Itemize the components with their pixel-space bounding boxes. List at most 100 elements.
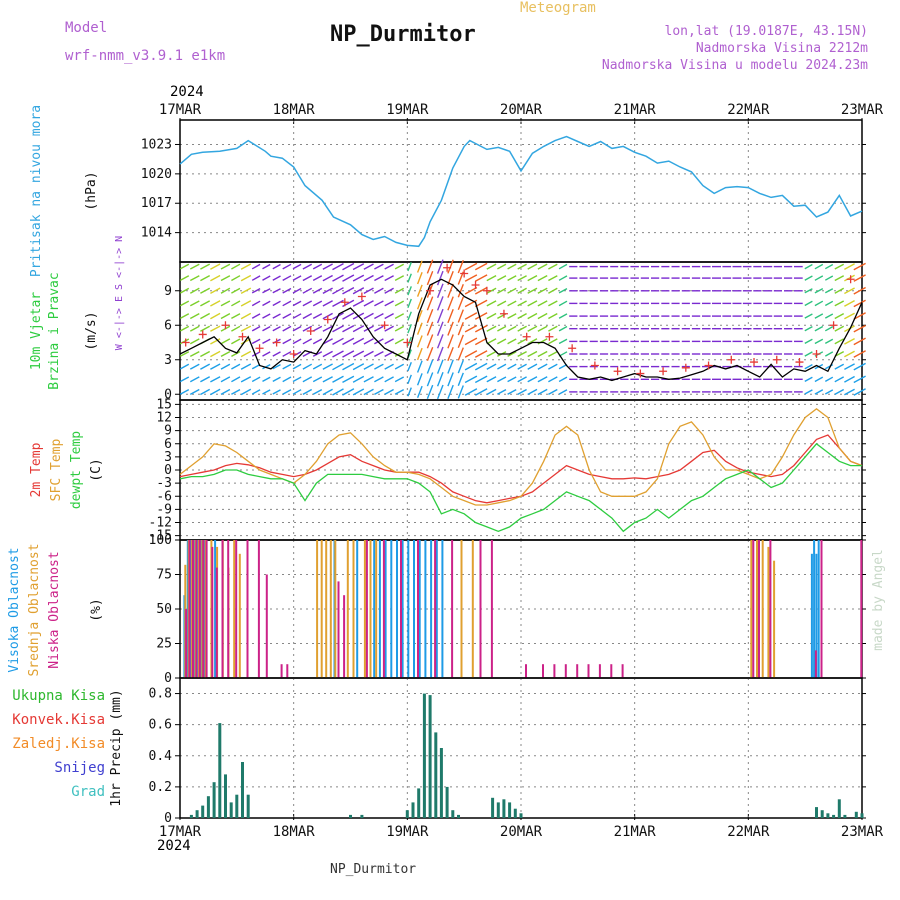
- wind-arrow: [322, 300, 333, 307]
- wind-arrow: [292, 313, 302, 319]
- wind-arrow: [474, 362, 488, 371]
- wind-arrow: [844, 363, 855, 371]
- wind-arrow: [457, 372, 464, 386]
- wind-arrow: [457, 259, 464, 274]
- wind-arrow: [231, 275, 241, 282]
- temp-2m-axis-label: 2m Temp: [29, 442, 44, 497]
- cloud-low-bar: [490, 540, 493, 678]
- wind-arrow: [189, 263, 200, 270]
- wind-arrow: [272, 389, 281, 395]
- cloud-high-bar: [430, 540, 433, 678]
- wind-arrow: [312, 376, 323, 383]
- wind-arrow: [352, 337, 365, 345]
- wind-arrow: [814, 313, 824, 319]
- wind-arrow: [464, 274, 478, 282]
- wind-arrow: [853, 362, 866, 371]
- wind-arrow: [179, 351, 190, 357]
- wind-arrow: [447, 346, 454, 362]
- wind-gust-marker: [460, 269, 469, 278]
- wind-arrow: [824, 300, 834, 307]
- cloud-high-bar: [373, 540, 376, 678]
- wind-arrow: [517, 275, 527, 282]
- wind-arrow: [292, 389, 302, 395]
- cloud-low-bar: [198, 540, 201, 678]
- legend-ukupna-kisa: Ukupna Kisa: [12, 688, 105, 704]
- cloud-high-bar: [817, 540, 820, 678]
- wind-gust-marker: [681, 363, 690, 372]
- wind-arrow: [394, 313, 405, 320]
- wind-arrow: [426, 359, 434, 374]
- x-tick-label-bottom: 18MAR: [273, 824, 316, 840]
- wind-arrow: [464, 299, 478, 308]
- cloud-low-bar: [257, 540, 260, 678]
- model-name: wrf-nmm_v3.9.1 e1km: [65, 48, 226, 64]
- cloud-low-bar: [598, 664, 601, 678]
- wind-arrow: [814, 263, 824, 270]
- wind-arrow: [312, 300, 323, 307]
- wind-arrow: [282, 275, 292, 282]
- wind-arrow: [416, 271, 423, 285]
- pressure-ytick-label: 1023: [141, 137, 172, 152]
- cloud-low-bar: [814, 650, 817, 678]
- wind-arrow: [342, 324, 355, 333]
- wind-arrow: [844, 388, 855, 396]
- temperature-ytick-label: -9: [156, 502, 172, 517]
- pressure-unit-label: (hPa): [84, 171, 99, 210]
- precip-ytick-label: 0.4: [149, 749, 173, 764]
- precip-bar: [405, 810, 409, 818]
- wind-arrow: [407, 286, 412, 296]
- wind-arrow: [292, 376, 302, 383]
- wind-arrow: [804, 363, 813, 370]
- wind-arrow: [374, 363, 384, 370]
- wind-arrow: [407, 324, 412, 334]
- precip-bar: [235, 794, 239, 818]
- precip-bar: [218, 723, 222, 818]
- wind-arrow: [312, 325, 323, 332]
- wind-arrow: [292, 263, 302, 270]
- wind-arrow: [537, 312, 548, 320]
- wind-axis-label-2: Brzina i Pravac: [47, 272, 62, 389]
- wind-arrow: [342, 262, 355, 271]
- wind-arrow: [200, 350, 211, 358]
- wind-arrow: [436, 296, 444, 311]
- x-tick-label-top: 17MAR: [159, 102, 202, 118]
- wind-arrow: [363, 274, 374, 282]
- wind-arrow: [834, 287, 845, 294]
- precip-bar: [417, 788, 421, 818]
- wind-arrow: [407, 311, 412, 321]
- wind-arrow: [352, 325, 365, 333]
- wind-arrow: [282, 363, 292, 370]
- cloud-mid-bar: [316, 540, 319, 678]
- wind-arrow: [292, 363, 302, 370]
- wind-arrow: [497, 300, 507, 307]
- footer-station: NP_Durmitor: [330, 862, 417, 877]
- wind-arrow: [804, 288, 813, 294]
- cloud-mid-axis-label: Srednja Oblacnost: [27, 543, 42, 676]
- precip-bar: [411, 802, 415, 818]
- cloud-low-bar: [576, 664, 579, 678]
- wind-arrow: [240, 350, 252, 358]
- wind-gust-marker: [306, 327, 315, 335]
- wind-arrow: [497, 338, 507, 345]
- wind-arrow: [394, 351, 405, 357]
- pressure-line: [179, 135, 863, 248]
- credit-watermark: made by Angel: [871, 549, 886, 651]
- wind-arrow: [262, 275, 271, 281]
- wind-arrow: [292, 300, 302, 307]
- cloud-high-bar: [810, 553, 813, 678]
- precip-bar: [843, 814, 847, 818]
- legend-grad: Grad: [71, 784, 105, 800]
- station-coords: lon,lat (19.0187E, 43.15N): [664, 24, 869, 39]
- wind-gust-marker: [426, 286, 435, 295]
- wind-arrow: [416, 385, 423, 399]
- wind-arrow: [332, 362, 344, 371]
- temp-2m-line: [179, 434, 863, 504]
- wind-arrow: [210, 263, 221, 270]
- wind-arrow: [220, 275, 231, 282]
- wind-arrow: [179, 363, 190, 370]
- wind-arrow: [537, 287, 548, 294]
- precip-bar: [195, 810, 199, 818]
- wind-arrow: [384, 287, 394, 294]
- legend-konvek-kisa: Konvek.Kisa: [12, 712, 105, 728]
- wind-arrow: [332, 337, 344, 346]
